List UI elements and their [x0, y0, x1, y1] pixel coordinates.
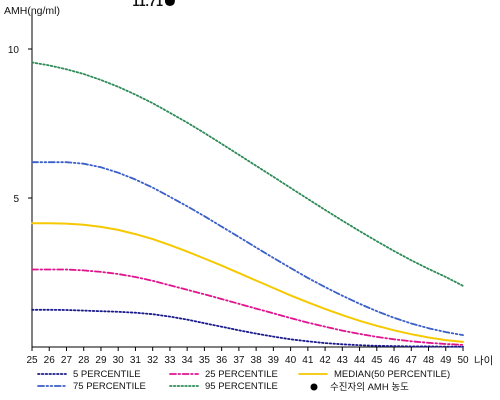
x-tick-label: 41 [302, 355, 314, 366]
marker-label: 11.71 [132, 0, 163, 9]
legend-label-2: MEDIAN(50 PERCENTILE) [334, 369, 450, 380]
legend-label-1: 25 PERCENTILE [205, 369, 278, 380]
y-tick-label: 10 [8, 45, 20, 56]
x-tick-label: 25 [26, 355, 38, 366]
x-tick-label: 50 [457, 355, 469, 366]
x-tick-label: 38 [251, 355, 263, 366]
legend: 5 PERCENTILE 25 PERCENTILE MEDIAN(50 PERCE… [37, 369, 450, 393]
x-tick-label: 33 [164, 355, 176, 366]
x-tick-label: 36 [216, 355, 228, 366]
x-tick-label: 42 [320, 355, 332, 366]
series-line-3 [31, 161, 464, 337]
x-tick-label: 27 [61, 355, 73, 366]
legend-label-0: 5 PERCENTILE [73, 369, 141, 380]
x-tick-label: 45 [371, 355, 383, 366]
x-axis-title: 나이 [474, 355, 493, 367]
legend-marker-label: 수진자의 AMH 농도 [330, 382, 409, 393]
x-tick-label: 49 [440, 355, 452, 366]
series-line-2 [31, 222, 464, 343]
series-line-0 [31, 308, 464, 348]
x-tick-label: 48 [423, 355, 435, 366]
series-line-4 [31, 61, 464, 287]
axes: AMH(ng/ml) 5 10 25 26 27 28 29 30 31 32 33 34 35 36 37 3… [4, 5, 493, 367]
legend-label-3: 75 PERCENTILE [73, 381, 146, 392]
x-tick-label: 32 [147, 355, 159, 366]
patient-marker: 11.71 [132, 0, 175, 9]
x-tick-label: 28 [78, 355, 90, 366]
x-tick-label: 46 [388, 355, 400, 366]
x-tick-label: 44 [354, 355, 366, 366]
x-tick-label: 34 [182, 355, 194, 366]
x-tick-label: 39 [268, 355, 280, 366]
x-tick-label: 26 [44, 355, 56, 366]
x-tick-label: 30 [113, 355, 125, 366]
x-tick-label: 47 [406, 355, 418, 366]
x-tick-label: 31 [130, 355, 142, 366]
x-tick-label: 35 [199, 355, 211, 366]
y-axis-title: AMH(ng/ml) [4, 5, 60, 17]
series-line-1 [31, 268, 464, 346]
legend-label-4: 95 PERCENTILE [205, 381, 278, 392]
marker-point [164, 0, 175, 7]
series-lines [31, 61, 464, 348]
x-tick-label: 40 [285, 355, 297, 366]
y-tick-label: 5 [13, 194, 19, 205]
x-tick-label: 29 [95, 355, 107, 366]
x-tick-label: 37 [233, 355, 245, 366]
x-tick-label: 43 [337, 355, 349, 366]
legend-marker-swatch [310, 383, 318, 391]
